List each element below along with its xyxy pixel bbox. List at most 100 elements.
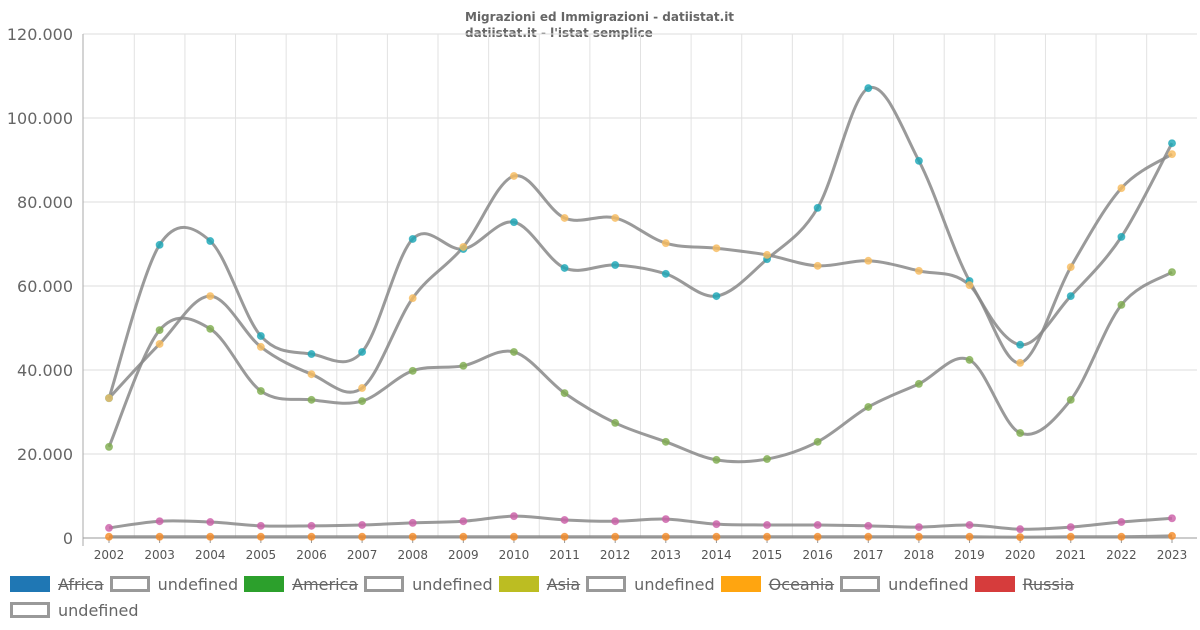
x-tick-label: 2008 <box>397 548 428 562</box>
x-tick-label: 2010 <box>499 548 530 562</box>
legend: Africa undefined America undefined Asia undef… <box>10 574 1190 620</box>
chart-title: Migrazioni ed Immigrazioni - datiistat.i… <box>465 10 734 24</box>
data-point-africa <box>560 263 569 272</box>
legend-swatch <box>364 576 405 592</box>
data-point-oceania <box>408 532 417 541</box>
data-point-america <box>509 171 518 180</box>
legend-item[interactable]: Africa <box>10 574 104 594</box>
data-point-america <box>358 384 367 393</box>
data-point-asia <box>509 347 518 356</box>
data-point-oceania <box>307 532 316 541</box>
data-point-africa <box>1117 232 1126 241</box>
data-point-russia <box>914 523 923 532</box>
data-point-america <box>914 266 923 275</box>
data-point-oceania <box>965 532 974 541</box>
legend-swatch <box>840 576 881 592</box>
x-tick-label: 2019 <box>954 548 985 562</box>
data-point-africa <box>256 331 265 340</box>
data-point-asia <box>914 379 923 388</box>
data-point-america <box>1016 358 1025 367</box>
data-point-asia <box>256 387 265 395</box>
x-tick-label: 2023 <box>1157 548 1188 562</box>
x-tick-label: 2005 <box>246 548 277 562</box>
data-point-america <box>1066 263 1075 272</box>
data-point-africa <box>155 240 164 249</box>
data-point-africa <box>307 350 316 359</box>
data-point-asia <box>307 395 316 404</box>
legend-swatch <box>586 576 627 592</box>
data-point-oceania <box>206 532 215 541</box>
data-point-asia <box>763 455 772 464</box>
legend-item[interactable]: undefined <box>10 600 139 620</box>
data-point-russia <box>105 523 113 532</box>
data-point-asia <box>408 366 417 375</box>
data-point-oceania <box>155 532 164 541</box>
data-point-africa <box>914 156 923 165</box>
data-point-russia <box>864 521 873 530</box>
data-point-oceania <box>763 532 772 541</box>
legend-item[interactable]: America <box>244 574 358 594</box>
x-tick-label: 2006 <box>296 548 327 562</box>
x-tick-label: 2021 <box>1055 548 1086 562</box>
x-tick-label: 2007 <box>347 548 378 562</box>
data-point-america <box>763 250 772 259</box>
legend-swatch <box>10 602 50 618</box>
data-point-asia <box>1117 300 1126 309</box>
legend-item[interactable]: undefined <box>364 574 493 594</box>
data-point-russia <box>965 520 974 529</box>
data-point-russia <box>256 521 265 530</box>
data-point-asia <box>206 324 215 333</box>
data-point-asia <box>1066 395 1075 404</box>
legend-item[interactable]: undefined <box>109 574 238 594</box>
legend-label: undefined <box>888 574 969 594</box>
x-tick-label: 2015 <box>752 548 783 562</box>
data-point-asia <box>155 326 164 335</box>
y-tick-label: 120.000 <box>7 25 73 44</box>
data-point-asia <box>358 397 367 406</box>
data-point-asia <box>712 455 721 464</box>
data-point-africa <box>408 234 417 243</box>
data-point-america <box>155 339 164 348</box>
legend-label: undefined <box>634 574 715 594</box>
legend-item[interactable]: undefined <box>840 574 969 594</box>
data-point-russia <box>509 512 518 521</box>
data-point-russia <box>1117 518 1126 527</box>
data-point-america <box>1117 184 1126 193</box>
data-point-america <box>408 294 417 303</box>
y-tick-label: 0 <box>63 529 73 548</box>
x-tick-label: 2017 <box>853 548 884 562</box>
data-point-africa <box>712 292 721 301</box>
data-point-america <box>611 213 620 222</box>
legend-label: Oceania <box>768 574 835 594</box>
data-point-oceania <box>661 532 670 541</box>
y-tick-label: 20.000 <box>17 445 73 464</box>
data-point-russia <box>408 518 417 527</box>
legend-label: undefined <box>58 600 139 620</box>
data-point-africa <box>864 84 873 93</box>
data-point-asia <box>813 437 822 446</box>
legend-item[interactable]: Oceania <box>720 574 835 594</box>
data-point-russia <box>155 517 164 526</box>
data-point-oceania <box>105 532 113 541</box>
data-point-asia <box>1016 429 1025 437</box>
data-point-asia <box>1168 268 1176 277</box>
legend-label: Russia <box>1022 574 1075 594</box>
data-point-oceania <box>1117 532 1126 541</box>
legend-label: America <box>292 574 359 594</box>
legend-item[interactable]: Russia <box>974 574 1075 594</box>
legend-item[interactable]: Asia <box>498 574 580 594</box>
data-point-oceania <box>358 532 367 541</box>
legend-item[interactable]: undefined <box>586 574 715 594</box>
data-point-asia <box>611 418 620 427</box>
line-chart: Migrazioni ed Immigrazioni - datiistat.i… <box>7 10 1197 562</box>
data-point-america <box>1168 150 1176 159</box>
x-tick-label: 2022 <box>1106 548 1137 562</box>
chart-subtitle: datiistat.it - l'istat semplice <box>465 26 653 40</box>
y-tick-label: 60.000 <box>17 277 73 296</box>
legend-label: undefined <box>412 574 493 594</box>
x-tick-label: 2004 <box>195 548 226 562</box>
x-tick-label: 2002 <box>94 548 125 562</box>
data-point-africa <box>509 218 518 227</box>
data-point-russia <box>307 521 316 530</box>
series-line-oceania <box>108 534 1173 539</box>
